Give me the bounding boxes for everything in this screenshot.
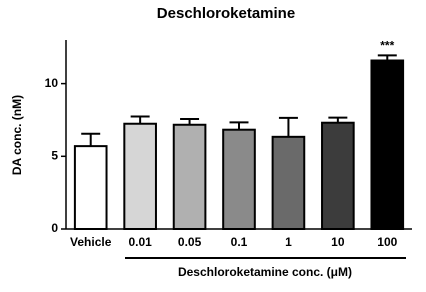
y-tick-label: 5: [51, 148, 58, 162]
y-axis-label: DA conc. (nM): [10, 95, 24, 175]
bar: [172, 123, 207, 230]
significance-label: ***: [380, 39, 394, 53]
bar: [271, 135, 306, 230]
x-tick-label: 100: [377, 235, 397, 249]
y-tick-label: 10: [45, 76, 59, 90]
bar: [73, 145, 108, 230]
x-tick-label: Vehicle: [70, 235, 112, 249]
y-tick-label: 0: [51, 221, 58, 235]
x-tick-label: 10: [331, 235, 345, 249]
bar: [370, 59, 405, 230]
x-tick-label: 0.1: [231, 235, 248, 249]
x-tick-label: 0.01: [128, 235, 152, 249]
bar: [123, 122, 157, 230]
chart-title: Deschloroketamine: [157, 5, 295, 22]
bar: [321, 121, 355, 230]
x-axis-label: Deschloroketamine conc. (μM): [178, 265, 352, 279]
bar: [222, 128, 256, 230]
x-tick-label: 1: [285, 235, 292, 249]
x-tick-label: 0.05: [178, 235, 202, 249]
